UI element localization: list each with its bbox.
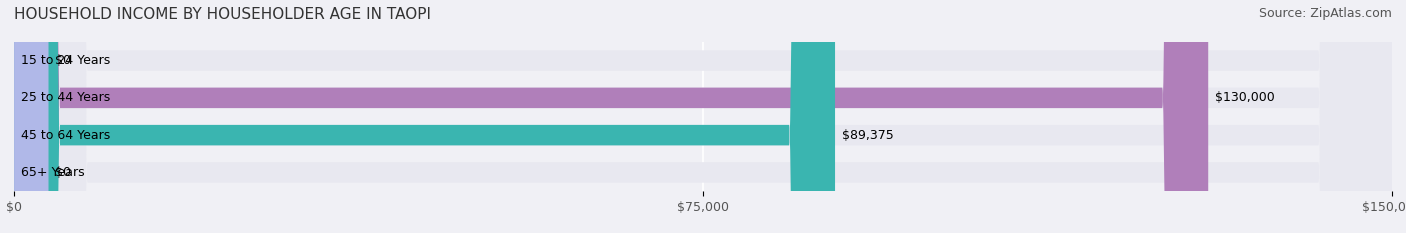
Text: $0: $0: [55, 166, 72, 179]
FancyBboxPatch shape: [14, 0, 1392, 233]
Text: HOUSEHOLD INCOME BY HOUSEHOLDER AGE IN TAOPI: HOUSEHOLD INCOME BY HOUSEHOLDER AGE IN T…: [14, 7, 432, 22]
Text: $89,375: $89,375: [842, 129, 894, 142]
Text: 15 to 24 Years: 15 to 24 Years: [21, 54, 110, 67]
Text: 25 to 44 Years: 25 to 44 Years: [21, 91, 110, 104]
FancyBboxPatch shape: [14, 0, 1392, 233]
Text: $0: $0: [55, 54, 72, 67]
Text: Source: ZipAtlas.com: Source: ZipAtlas.com: [1258, 7, 1392, 20]
FancyBboxPatch shape: [14, 0, 1392, 233]
FancyBboxPatch shape: [14, 0, 48, 233]
Text: 65+ Years: 65+ Years: [21, 166, 84, 179]
FancyBboxPatch shape: [14, 0, 835, 233]
Text: 45 to 64 Years: 45 to 64 Years: [21, 129, 110, 142]
FancyBboxPatch shape: [14, 0, 1208, 233]
FancyBboxPatch shape: [14, 0, 48, 233]
FancyBboxPatch shape: [14, 0, 1392, 233]
Text: $130,000: $130,000: [1215, 91, 1275, 104]
